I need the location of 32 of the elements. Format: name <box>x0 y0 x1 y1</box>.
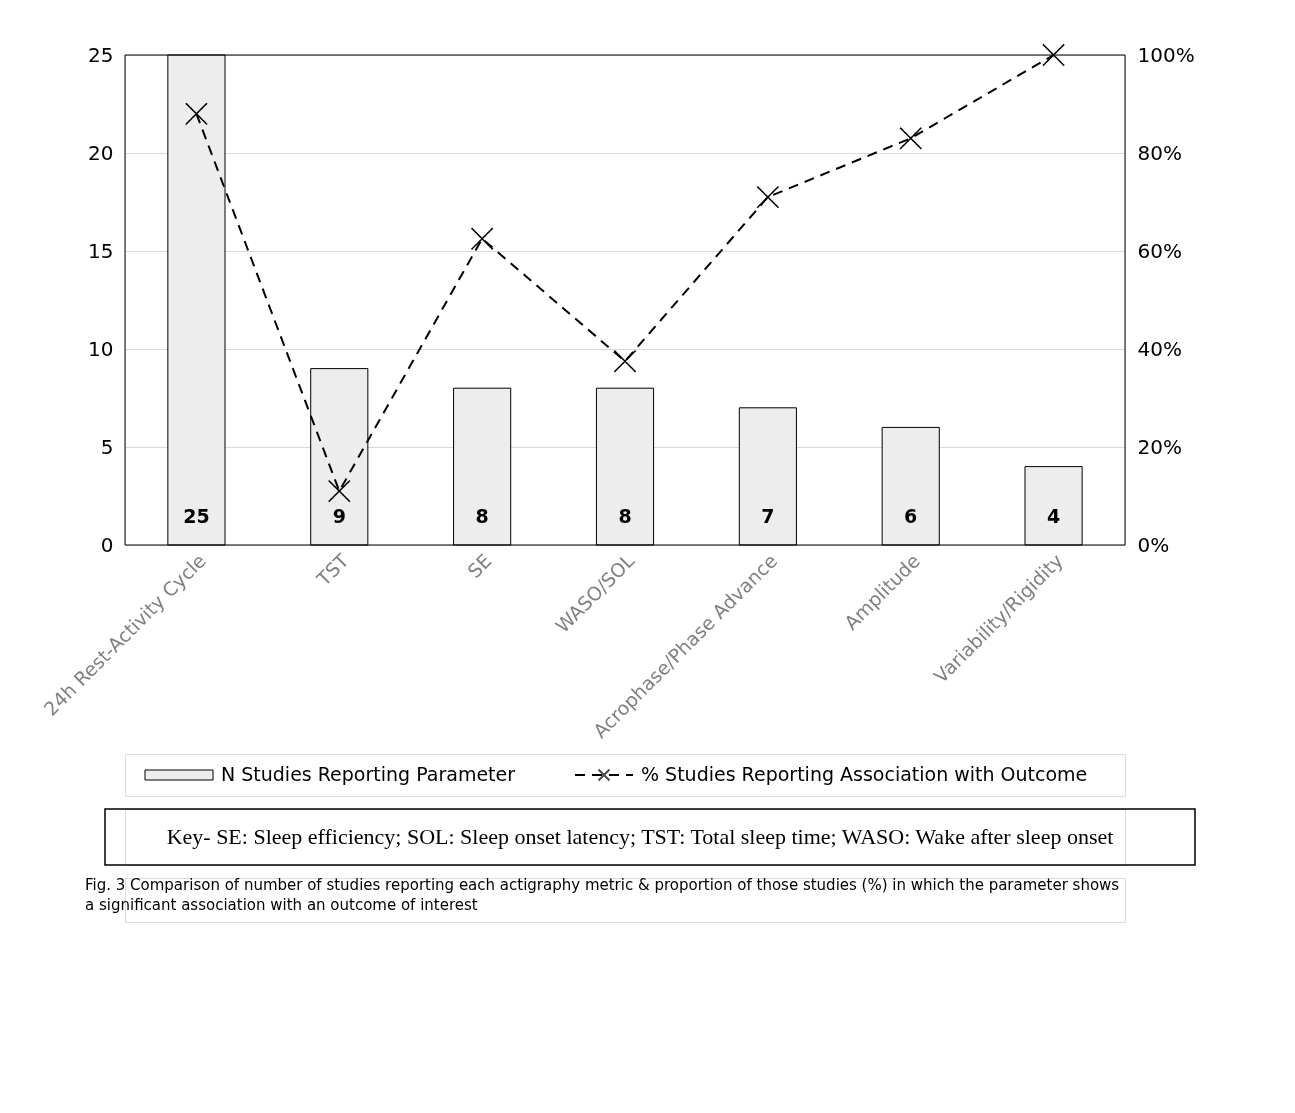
point <box>470 227 494 251</box>
y2-tick-label: 80% <box>1137 140 1182 165</box>
y2-tick-label: 60% <box>1137 238 1182 263</box>
legend-label: N Studies Reporting Parameter <box>221 763 516 785</box>
y-tick-label: 10 <box>88 336 114 361</box>
y2-tick-label: 40% <box>1137 336 1182 361</box>
data-label: 6 <box>904 505 918 527</box>
text: Key- SE: Sleep efficiency; SOL: Sleep onset latency; TST: Total sleep time; WASO: Wake after sleep onset <box>166 824 1114 849</box>
point <box>185 102 208 126</box>
y-tick-label: 20 <box>88 140 114 165</box>
point <box>1042 43 1065 67</box>
y-tick-label: 5 <box>100 434 114 459</box>
data-label: 7 <box>761 505 775 527</box>
legend-label: % Studies Reporting Association with Outcome <box>641 763 1088 785</box>
point <box>899 126 923 150</box>
data-label: 4 <box>1046 505 1061 527</box>
y2-tick-label: 0% <box>1137 532 1170 557</box>
y-tick-label: 0 <box>100 532 114 557</box>
point <box>327 479 351 503</box>
y-tick-label: 15 <box>88 238 114 263</box>
data-label: 9 <box>332 505 346 527</box>
point <box>756 185 780 209</box>
data-label: 8 <box>618 505 632 527</box>
data-label: 25 <box>183 505 210 527</box>
x-tick-label: SE <box>463 549 496 582</box>
y2-tick-label: 20% <box>1137 434 1182 459</box>
y-tick-label: 25 <box>88 42 114 67</box>
data-label: 8 <box>475 505 489 527</box>
point <box>613 349 637 373</box>
caption: Fig. 3 Comparison of number of studies reporting each actigraphy metric & proportion of those studies (%) in which the parameter shows a significant association with an outcome of interest <box>85 876 1120 914</box>
x-tick-label: TST <box>311 549 353 591</box>
y2-tick-label: 100% <box>1137 42 1195 67</box>
